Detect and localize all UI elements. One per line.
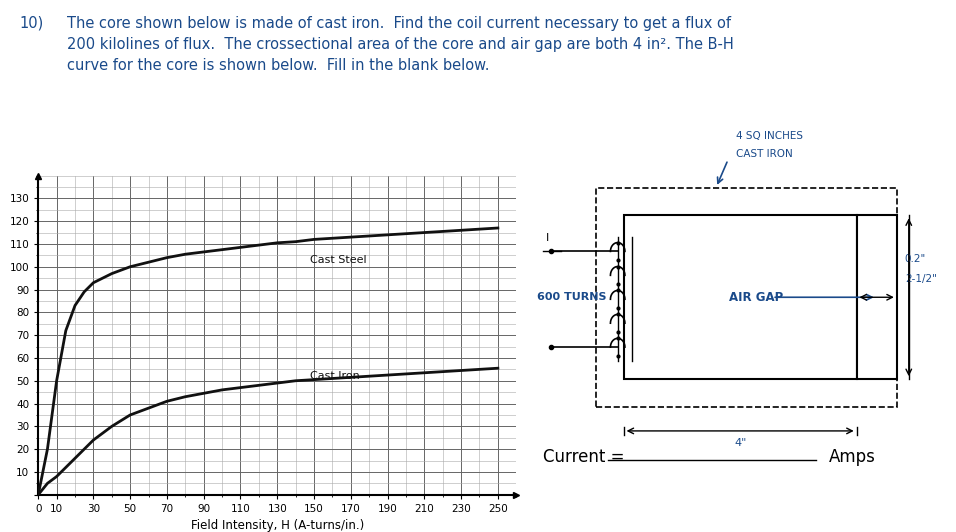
Text: Cast Steel: Cast Steel [311, 255, 367, 265]
Text: 4": 4" [734, 438, 747, 448]
Text: The core shown below is made of cast iron.  Find the coil current necessary to g: The core shown below is made of cast iro… [67, 16, 733, 73]
Text: 10): 10) [19, 16, 43, 31]
Text: 4 SQ INCHES: 4 SQ INCHES [736, 131, 803, 140]
X-axis label: Field Intensity, H (A-turns/in.): Field Intensity, H (A-turns/in.) [190, 519, 364, 532]
Text: CAST IRON: CAST IRON [736, 148, 793, 159]
Text: 2-1/2": 2-1/2" [904, 275, 937, 284]
Text: Current =: Current = [543, 448, 625, 466]
Text: 0.2": 0.2" [904, 254, 926, 264]
Text: Cast Iron: Cast Iron [311, 371, 360, 381]
Text: AIR GAP: AIR GAP [729, 291, 783, 304]
Bar [596, 188, 897, 407]
Bar [857, 215, 897, 379]
Text: I: I [546, 234, 549, 244]
Text: Amps: Amps [829, 448, 876, 466]
Text: 600 TURNS: 600 TURNS [537, 292, 607, 302]
Bar [623, 215, 857, 379]
